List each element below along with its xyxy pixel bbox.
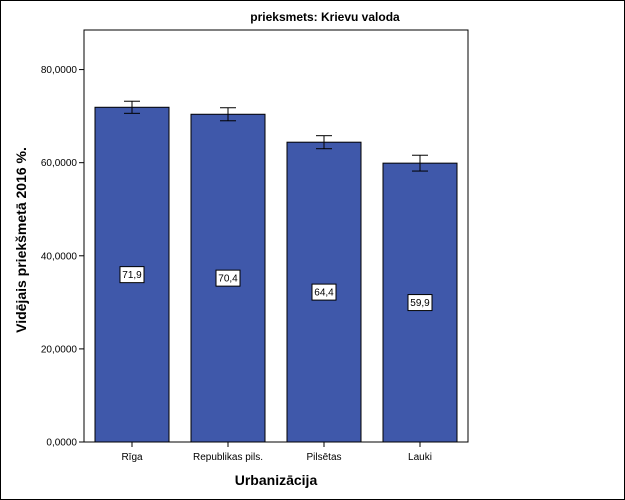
x-tick-label: Pilsētas xyxy=(306,452,341,463)
error-bars-group xyxy=(124,100,428,172)
data-label-box xyxy=(119,266,145,284)
x-tick-label: Lauki xyxy=(408,452,432,463)
y-axis-title: Vidējais priekšmetā 2016 %. xyxy=(13,147,29,333)
data-label-box xyxy=(311,283,337,301)
x-tick-label: Rīga xyxy=(121,452,143,463)
y-tick-label: 20,0000 xyxy=(41,344,78,355)
data-label: 64,4 xyxy=(314,288,334,299)
y-tick-label: 80,0000 xyxy=(41,65,78,76)
chart-title: prieksmets: Krievu valoda xyxy=(250,10,400,24)
x-axis: Rīga Republikas pils. Pilsētas Lauki xyxy=(121,442,432,463)
data-label: 71,9 xyxy=(122,270,142,281)
data-label: 59,9 xyxy=(410,298,430,309)
bars-group xyxy=(94,106,458,443)
y-tick-label: 0,0000 xyxy=(46,438,77,449)
y-tick-label: 60,0000 xyxy=(41,158,78,169)
x-tick-label: Republikas pils. xyxy=(193,452,263,463)
y-tick-label: 40,0000 xyxy=(41,251,78,262)
data-labels-group: 71,9 70,4 64,4 59,9 xyxy=(119,266,433,312)
data-label-box xyxy=(407,294,433,312)
data-label: 70,4 xyxy=(218,274,238,285)
data-label-box xyxy=(215,269,241,287)
y-axis: 0,0000 20,0000 40,0000 60,0000 80,0000 xyxy=(41,65,84,449)
x-axis-title: Urbanizācija xyxy=(235,472,318,488)
